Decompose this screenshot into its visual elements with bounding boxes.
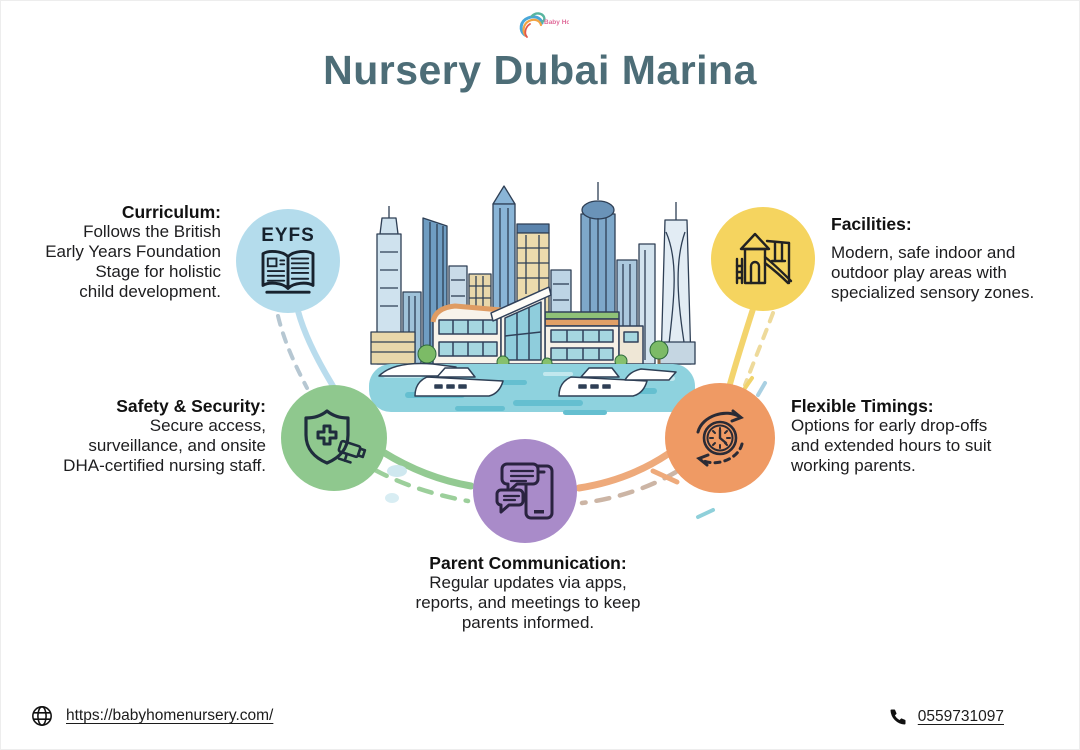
feature-line: Secure access,: [149, 416, 266, 435]
clock-arrows-icon: [696, 409, 744, 467]
eyfs-label: EYFS: [261, 224, 315, 246]
feature-line: reports, and meetings to keep: [415, 593, 641, 612]
feature-line: working parents.: [791, 456, 916, 475]
logo-text-glyph: Baby Home: [544, 19, 569, 26]
dubai-marina-skyline-illustration: [369, 182, 696, 415]
feature-line: Regular updates via apps,: [429, 573, 627, 592]
communication-node: [473, 439, 577, 543]
website-link[interactable]: https://babyhomenursery.com/: [66, 707, 274, 724]
timings-node: [665, 383, 775, 493]
communication-title: Parent Communication:: [429, 553, 627, 573]
feature-line: child development.: [79, 282, 221, 301]
facilities-title: Facilities:: [831, 214, 912, 234]
timings-text-block: Flexible Timings: Options for early drop…: [791, 396, 1051, 476]
feature-line: outdoor play areas with: [831, 263, 1007, 282]
curriculum-text-block: Curriculum: Follows the British Early Ye…: [1, 202, 221, 302]
feature-line: Early Years Foundation: [45, 242, 221, 261]
feature-line: surveillance, and onsite: [88, 436, 266, 455]
curriculum-title: Curriculum:: [121, 202, 221, 222]
feature-line: Stage for holistic: [95, 262, 221, 281]
timings-title: Flexible Timings:: [791, 396, 934, 416]
feature-line: Options for early drop-offs: [791, 416, 988, 435]
feature-line: specialized sensory zones.: [831, 283, 1035, 302]
safety-title: Safety & Security:: [116, 396, 266, 416]
shield-camera-icon: [304, 409, 367, 465]
feature-line: Follows the British: [83, 222, 221, 241]
feature-line: DHA-certified nursing staff.: [63, 456, 266, 475]
chat-phone-icon: [495, 462, 554, 520]
curriculum-node: EYFS: [236, 209, 340, 313]
playground-icon: [735, 232, 793, 285]
phone-link[interactable]: 0559731097: [917, 708, 1004, 725]
feature-line: and extended hours to suit: [791, 436, 992, 455]
page-title: Nursery Dubai Marina: [323, 47, 757, 93]
phone-group: 0559731097: [888, 707, 1004, 727]
feature-line: Modern, safe indoor and: [831, 243, 1016, 262]
globe-icon: [32, 706, 52, 726]
facilities-node: [711, 207, 815, 311]
open-book-icon: [261, 249, 315, 294]
communication-text-block: Parent Communication: Regular updates vi…: [376, 553, 680, 633]
phone-icon: [890, 709, 906, 725]
baby-home-logo-icon: Baby Home: [519, 12, 569, 38]
facilities-text-block: Facilities: Modern, safe indoor and outd…: [831, 214, 1076, 303]
safety-node: [281, 385, 387, 491]
feature-line: parents informed.: [461, 613, 595, 632]
safety-text-block: Safety & Security: Secure access, survei…: [1, 396, 266, 476]
website-group: https://babyhomenursery.com/: [31, 705, 273, 727]
